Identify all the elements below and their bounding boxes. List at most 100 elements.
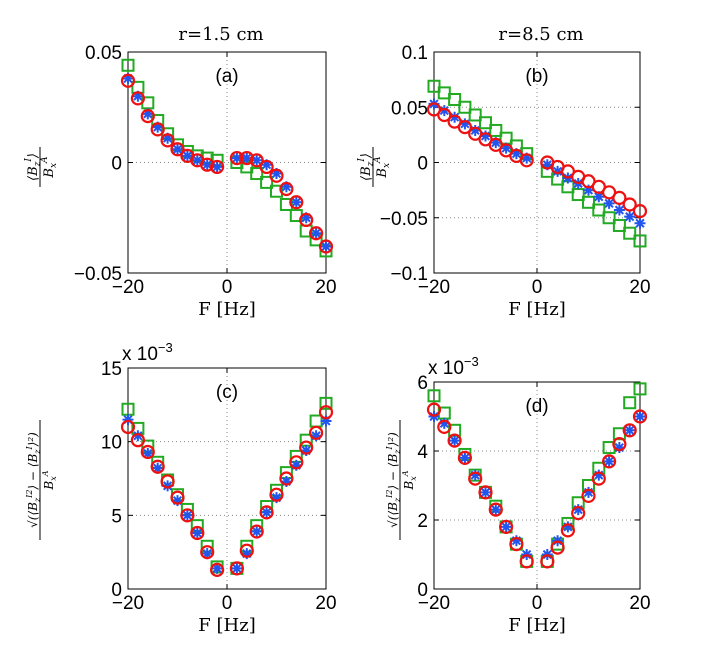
circle-marker bbox=[560, 523, 576, 538]
square-marker bbox=[437, 86, 451, 100]
star-marker bbox=[613, 442, 625, 454]
circle-marker bbox=[279, 471, 294, 486]
chart-panel-2: −20 0 20 −0.1 −0.05 0 0.05 0.1 F [Hz] (b) bbox=[380, 43, 651, 320]
star-marker bbox=[624, 211, 636, 223]
circle-marker bbox=[289, 455, 304, 470]
circle-marker bbox=[632, 204, 648, 219]
star-marker bbox=[459, 452, 471, 464]
circle-marker bbox=[478, 485, 493, 500]
circle-marker bbox=[622, 423, 637, 438]
star-marker bbox=[613, 204, 625, 216]
circle-marker bbox=[299, 440, 314, 455]
star-marker bbox=[152, 121, 164, 133]
circle-marker bbox=[289, 195, 304, 210]
star-marker bbox=[310, 430, 322, 442]
circle-marker bbox=[130, 433, 145, 448]
square-marker bbox=[319, 396, 333, 410]
square-marker bbox=[448, 93, 462, 107]
circle-marker bbox=[309, 425, 324, 440]
circle-marker bbox=[299, 212, 314, 228]
circle-marker bbox=[229, 150, 244, 166]
square-marker bbox=[602, 211, 616, 225]
star-marker bbox=[132, 430, 144, 442]
series-squares bbox=[121, 58, 333, 258]
series-circles bbox=[426, 102, 648, 219]
star-marker bbox=[241, 152, 253, 164]
square-marker bbox=[592, 203, 606, 217]
circle-marker bbox=[160, 474, 175, 489]
y-tick-label: 0.1 bbox=[402, 43, 428, 64]
star-marker bbox=[510, 535, 522, 547]
star-marker bbox=[280, 181, 292, 193]
y-tick-label: 0 bbox=[111, 154, 122, 175]
star-marker bbox=[201, 159, 213, 171]
star-marker bbox=[490, 137, 502, 149]
y-tick-label: 0 bbox=[417, 154, 428, 175]
y-axis-title-b: ⟨BzI⟩ BxA bbox=[357, 147, 392, 187]
circle-marker bbox=[318, 405, 334, 420]
circle-marker bbox=[259, 159, 274, 175]
series-circles bbox=[120, 405, 334, 577]
star-marker bbox=[593, 191, 605, 203]
series-stars bbox=[122, 414, 332, 574]
star-marker bbox=[191, 154, 203, 166]
series-stars bbox=[122, 73, 332, 252]
square-marker bbox=[468, 108, 482, 122]
square-marker bbox=[571, 188, 585, 202]
star-marker bbox=[624, 424, 636, 436]
star-marker bbox=[300, 445, 312, 457]
circle-marker bbox=[180, 508, 195, 523]
y-tick-label: 15 bbox=[101, 359, 122, 380]
series-stars bbox=[428, 98, 646, 229]
circle-marker bbox=[318, 239, 334, 254]
star-marker bbox=[562, 521, 574, 533]
panel-label: (c) bbox=[216, 382, 238, 403]
star-marker bbox=[634, 217, 646, 229]
circle-marker bbox=[210, 159, 225, 175]
circle-marker bbox=[540, 554, 555, 569]
star-marker bbox=[152, 462, 164, 474]
star-marker bbox=[469, 469, 481, 481]
star-marker bbox=[251, 526, 263, 538]
circle-marker bbox=[550, 540, 565, 555]
x-tick-label: 0 bbox=[222, 593, 233, 614]
x-tick-label: 20 bbox=[629, 593, 650, 614]
star-marker bbox=[142, 108, 154, 120]
x-axis-title: F [Hz] bbox=[198, 299, 255, 320]
star-marker bbox=[211, 562, 223, 574]
square-marker bbox=[479, 116, 492, 130]
circle-marker bbox=[249, 524, 264, 539]
square-marker bbox=[633, 234, 647, 248]
star-marker bbox=[162, 480, 174, 492]
star-marker bbox=[271, 168, 282, 180]
star-marker bbox=[280, 475, 292, 487]
circle-marker bbox=[239, 543, 254, 558]
star-marker bbox=[583, 184, 594, 196]
star-marker bbox=[191, 527, 203, 539]
star-marker bbox=[438, 105, 450, 117]
star-marker bbox=[603, 197, 615, 209]
x-axis-title: F [Hz] bbox=[198, 615, 255, 636]
circle-marker bbox=[120, 419, 136, 435]
circle-marker bbox=[120, 73, 136, 88]
star-marker bbox=[172, 143, 183, 155]
square-marker bbox=[427, 389, 441, 403]
star-marker bbox=[459, 118, 471, 130]
circle-marker bbox=[457, 450, 472, 465]
star-marker bbox=[480, 486, 491, 498]
star-marker bbox=[500, 521, 512, 533]
x-tick-label: −20 bbox=[112, 277, 144, 298]
star-marker bbox=[162, 132, 174, 144]
x-tick-label: 0 bbox=[532, 593, 543, 614]
star-marker bbox=[271, 492, 282, 504]
circle-marker bbox=[437, 419, 452, 434]
circle-marker bbox=[150, 122, 165, 137]
star-marker bbox=[122, 414, 134, 426]
star-marker bbox=[231, 152, 243, 164]
circle-marker bbox=[581, 488, 596, 503]
circle-marker bbox=[488, 502, 503, 517]
svg-text:BxA: BxA bbox=[41, 470, 58, 490]
y-tick-label: −0.05 bbox=[380, 209, 428, 230]
circle-marker bbox=[612, 190, 627, 205]
star-marker bbox=[572, 504, 584, 516]
